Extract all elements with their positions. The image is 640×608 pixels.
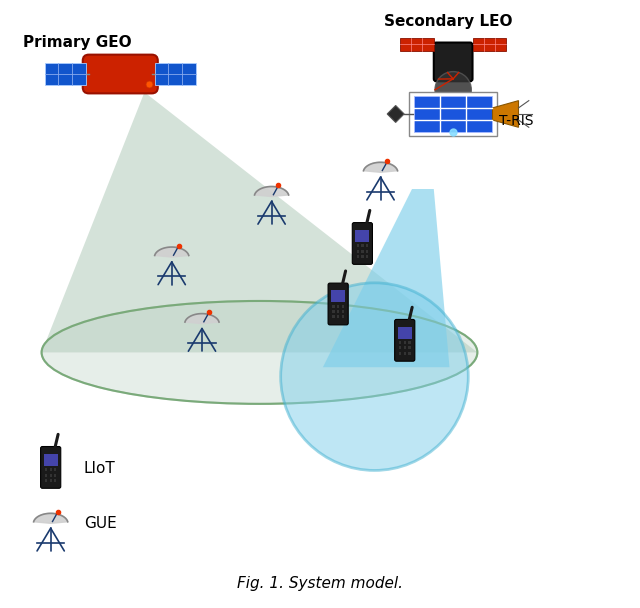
Bar [54, 474, 56, 477]
Bar [366, 244, 368, 247]
Bar [49, 468, 52, 471]
Bar [408, 341, 410, 344]
Text: Secondary LEO: Secondary LEO [383, 13, 512, 29]
Bar [342, 305, 344, 308]
Bar [332, 316, 335, 319]
Bar [356, 249, 359, 253]
Bar [399, 347, 401, 350]
Bar [399, 352, 401, 355]
Text: LIoT: LIoT [84, 461, 116, 476]
Bar [337, 316, 339, 319]
Bar [45, 474, 47, 477]
FancyBboxPatch shape [352, 223, 372, 264]
Bar [155, 63, 196, 85]
Text: Primary GEO: Primary GEO [24, 35, 132, 50]
Bar [337, 310, 339, 313]
Bar [45, 63, 86, 85]
Bar [342, 316, 344, 319]
Bar [366, 255, 368, 258]
Bar [342, 310, 344, 313]
FancyBboxPatch shape [40, 446, 61, 488]
FancyBboxPatch shape [44, 454, 58, 466]
Bar [49, 479, 52, 482]
Bar [54, 468, 56, 471]
Bar [337, 305, 339, 308]
Polygon shape [387, 105, 404, 122]
Bar [356, 255, 359, 258]
Ellipse shape [42, 301, 477, 404]
FancyBboxPatch shape [355, 230, 369, 242]
Polygon shape [185, 314, 219, 323]
Polygon shape [34, 513, 68, 523]
Polygon shape [42, 92, 477, 353]
Bar [361, 255, 364, 258]
Bar [54, 479, 56, 482]
Bar [472, 38, 506, 51]
Bar [49, 474, 52, 477]
Polygon shape [255, 187, 289, 196]
Bar [366, 249, 368, 253]
Bar [45, 468, 47, 471]
FancyBboxPatch shape [398, 326, 412, 339]
FancyBboxPatch shape [395, 319, 415, 361]
Bar [332, 305, 335, 308]
Bar [408, 352, 410, 355]
Polygon shape [493, 101, 518, 127]
Bar [404, 341, 406, 344]
FancyBboxPatch shape [434, 43, 472, 81]
FancyBboxPatch shape [328, 283, 348, 325]
Bar [356, 244, 359, 247]
FancyBboxPatch shape [332, 291, 345, 302]
Bar [414, 97, 493, 131]
Bar [361, 244, 364, 247]
Bar [408, 347, 410, 350]
Bar [399, 341, 401, 344]
Bar [45, 479, 47, 482]
Bar [404, 352, 406, 355]
FancyBboxPatch shape [83, 55, 158, 94]
Bar [361, 249, 364, 253]
Ellipse shape [281, 283, 468, 471]
Bar [332, 310, 335, 313]
Bar [400, 38, 434, 51]
Circle shape [435, 72, 471, 108]
Bar [409, 92, 497, 136]
Polygon shape [323, 189, 449, 367]
Polygon shape [155, 247, 189, 257]
Bar [404, 347, 406, 350]
Polygon shape [364, 162, 397, 172]
Text: T-RIS: T-RIS [499, 114, 533, 128]
Text: GUE: GUE [84, 516, 116, 531]
Text: Fig. 1. System model.: Fig. 1. System model. [237, 576, 403, 592]
